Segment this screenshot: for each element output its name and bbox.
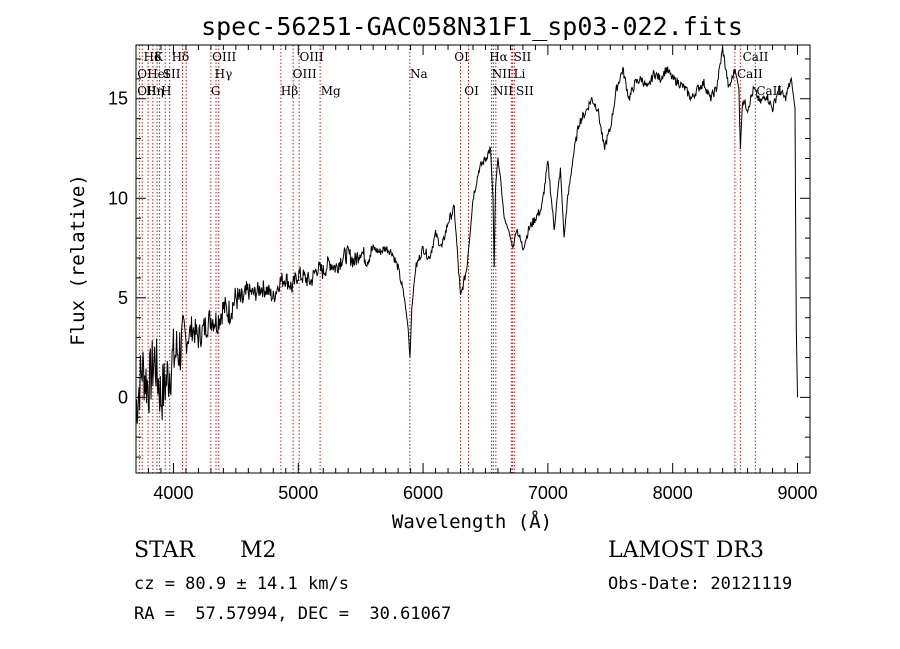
line-label-3: OIII <box>212 50 236 64</box>
plot-frame <box>135 44 811 474</box>
line-label-8: CaII <box>743 50 769 64</box>
coordinates: RA = 57.57994, DEC = 30.61067 <box>134 604 452 624</box>
x-axis-ticks: 4000 5000 6000 7000 8000 9000 <box>147 45 818 503</box>
line-label-23: Mg <box>321 84 341 98</box>
line-label-11: SII <box>163 67 181 81</box>
y-tick-label-10: 10 <box>108 188 128 208</box>
redshift-velocity: cz = 80.9 ± 14.1 km/s <box>134 574 349 594</box>
line-markers <box>138 45 756 473</box>
object-class: STAR <box>134 538 195 563</box>
spectrum-line <box>135 46 798 424</box>
line-label-15: NII <box>492 67 512 81</box>
survey-name: LAMOST DR3 <box>608 538 764 563</box>
line-label-20: H <box>161 84 171 98</box>
line-label-13: OIII <box>293 67 317 81</box>
y-axis-label: Flux (relative) <box>67 174 89 346</box>
observation-date: Obs-Date: 20121119 <box>608 574 793 594</box>
x-tick-label-8000: 8000 <box>653 483 693 503</box>
x-tick-label-9000: 9000 <box>777 483 817 503</box>
line-label-18: OII <box>137 84 157 98</box>
line-label-2: Hδ <box>172 50 190 64</box>
line-label-6: Hα <box>489 50 508 64</box>
line-label-10: HeI <box>147 67 170 81</box>
line-label-1: K <box>154 50 164 64</box>
spectrum-series <box>135 46 798 424</box>
line-label-26: SII <box>516 84 534 98</box>
line-label-27: CaII <box>756 84 782 98</box>
line-label-24: OI <box>464 84 479 98</box>
x-tick-label-5000: 5000 <box>278 483 318 503</box>
y-tick-label-5: 5 <box>118 288 128 308</box>
line-label-0: Hδ <box>143 50 161 64</box>
x-tick-label-7000: 7000 <box>528 483 568 503</box>
line-label-9: OI <box>137 67 152 81</box>
line-label-16: Li <box>514 67 526 81</box>
x-axis-label: Wavelength (Å) <box>392 510 552 533</box>
line-label-19: Hη <box>146 84 164 98</box>
line-label-4: OIII <box>300 50 324 64</box>
line-label-5: OI <box>454 50 469 64</box>
y-tick-label-0: 0 <box>118 387 128 407</box>
line-label-25: NII <box>493 84 513 98</box>
chart-title: spec-56251-GAC058N31F1_sp03-022.fits <box>201 12 743 41</box>
line-label-17: CaII <box>737 67 763 81</box>
x-tick-label-6000: 6000 <box>403 483 443 503</box>
y-tick-label-15: 15 <box>108 89 128 109</box>
line-label-14: Na <box>410 67 428 81</box>
object-subclass: M2 <box>240 538 277 563</box>
line-label-21: G <box>211 84 221 98</box>
y-axis-ticks: 0 5 10 15 <box>108 58 810 458</box>
line-label-7: SII <box>514 50 532 64</box>
line-label-12: Hγ <box>215 67 233 81</box>
line-label-22: Hβ <box>281 84 298 98</box>
x-tick-label-4000: 4000 <box>153 483 193 503</box>
